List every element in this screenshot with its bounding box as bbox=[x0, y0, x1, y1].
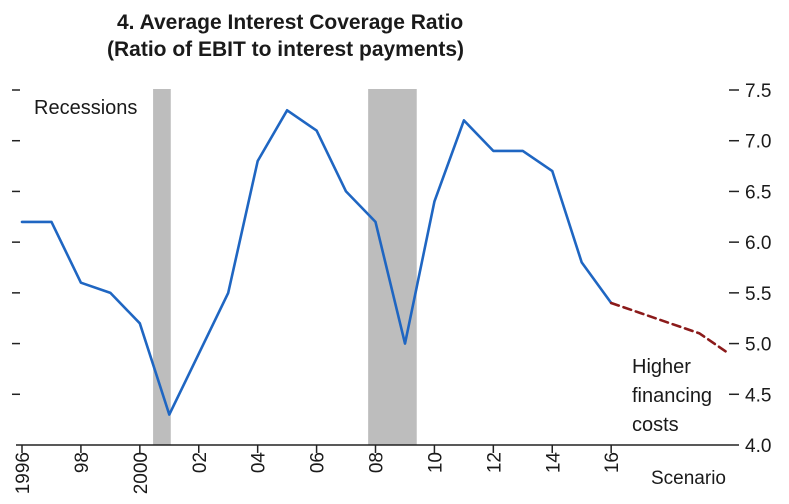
x-tick-label: 16 bbox=[602, 452, 623, 473]
y-tick-label: 5.5 bbox=[745, 284, 771, 305]
x-tick-label: 12 bbox=[484, 452, 505, 473]
chart-title: 4. Average Interest Coverage Ratio bbox=[117, 11, 463, 34]
chart-subtitle: (Ratio of EBIT to interest payments) bbox=[107, 38, 464, 61]
x-tick-label: 02 bbox=[190, 452, 211, 473]
y-axis-ticks: 4.0 4.5 5.0 5.5 6.0 6.5 7.0 7.5 bbox=[12, 81, 771, 457]
scenario-series-line bbox=[609, 301, 731, 356]
coverage-ratio-line bbox=[20, 109, 613, 416]
y-tick-label: 7.0 bbox=[745, 132, 771, 153]
x-axis-ticks: 1996 98 2000 02 04 06 08 10 12 14 16 Scenario bbox=[13, 445, 726, 494]
y-tick-label: 6.5 bbox=[745, 182, 771, 203]
recession-band-2 bbox=[368, 89, 417, 445]
scenario-label-line1: Higher bbox=[632, 356, 691, 378]
y-tick-label: 4.0 bbox=[745, 436, 771, 457]
x-tick-label-scenario: Scenario bbox=[651, 468, 726, 489]
x-tick-label: 1996 bbox=[13, 452, 34, 494]
scenario-label-line2: financing bbox=[632, 385, 712, 407]
x-tick-label: 2000 bbox=[131, 452, 152, 494]
x-tick-label: 14 bbox=[543, 452, 564, 474]
recession-bands bbox=[153, 89, 417, 445]
x-tick-label: 06 bbox=[308, 452, 329, 473]
x-tick-label: 08 bbox=[367, 452, 388, 473]
recessions-label: Recessions bbox=[34, 97, 137, 119]
y-tick-label: 4.5 bbox=[745, 385, 771, 406]
y-tick-label: 5.0 bbox=[745, 335, 771, 356]
scenario-label-line3: costs bbox=[632, 414, 679, 436]
x-tick-label: 98 bbox=[72, 452, 93, 473]
x-tick-label: 10 bbox=[425, 452, 446, 473]
recession-band-1 bbox=[153, 89, 171, 445]
y-tick-label: 7.5 bbox=[745, 81, 771, 102]
series-lines bbox=[20, 109, 731, 416]
y-tick-label: 6.0 bbox=[745, 233, 771, 254]
x-tick-label: 04 bbox=[249, 452, 270, 474]
